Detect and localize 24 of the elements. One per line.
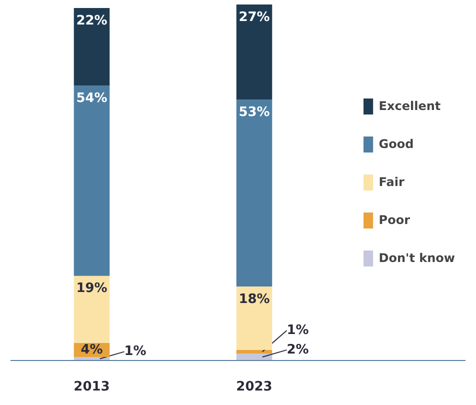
- x-tick-label: 2023: [236, 380, 272, 394]
- legend-label: Excellent: [378, 99, 441, 113]
- data-label: 54%: [76, 90, 108, 106]
- legend-label: Poor: [378, 213, 410, 227]
- data-label: 53%: [238, 104, 270, 120]
- data-label: 27%: [238, 10, 270, 25]
- bar: [236, 100, 272, 286]
- bar: [74, 86, 110, 276]
- bar: [74, 8, 110, 86]
- data-label: 22%: [76, 13, 108, 28]
- legend-label: Don't know: [378, 251, 455, 265]
- data-label: 19%: [76, 281, 108, 296]
- legend-label: Good: [378, 137, 414, 151]
- data-label: 1%: [286, 323, 309, 338]
- data-label: 4%: [80, 342, 103, 358]
- data-label: 18%: [238, 292, 270, 307]
- data-label: 1%: [124, 344, 146, 360]
- bar: [236, 4, 272, 100]
- x-tick-label: 2013: [74, 380, 110, 394]
- bar: [236, 286, 272, 350]
- legend-label: Fair: [378, 175, 404, 189]
- bar: [236, 350, 272, 354]
- bar: [74, 276, 110, 343]
- data-label: 2%: [286, 342, 309, 358]
